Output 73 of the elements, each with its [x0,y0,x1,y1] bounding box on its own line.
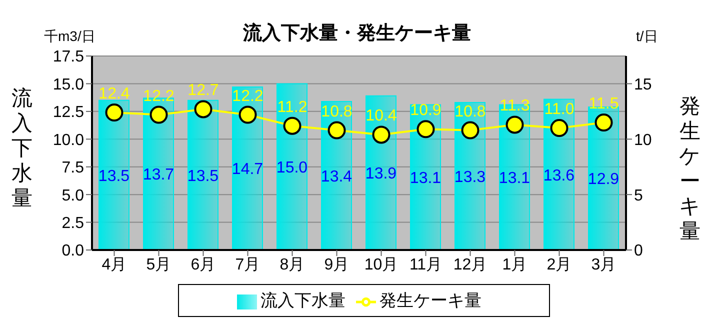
x-tick-label: 5月 [146,256,172,274]
x-tick-label: 3月 [591,256,616,274]
data-label: 12.4 [98,86,130,103]
y-tick-label: 17.5 [52,48,84,66]
chart-title: 流入下水量・発生ケーキ量 [243,23,471,44]
data-label: 13.9 [365,166,397,183]
point [550,119,568,138]
bar [98,100,130,250]
bar [232,86,263,250]
data-label: 11.2 [277,98,308,116]
data-label: 12.7 [188,82,219,100]
data-label: 13.5 [98,168,130,185]
text: 千m3/日 [44,28,96,46]
y-tick-label: 15.0 [52,76,84,94]
point [594,114,613,132]
data-label: 13.7 [142,166,174,184]
data-label: 13.1 [498,170,530,188]
data-label: 10.9 [410,102,442,120]
data-label: 10.8 [454,103,486,120]
bar [544,98,574,250]
y2-tick-label: 15 [634,76,652,94]
data-label: 14.7 [232,161,264,178]
x-tick-label: 10月 [364,256,398,274]
y2-tick-label: 5 [634,187,643,204]
point [105,104,124,122]
point [416,120,435,138]
y-tick-label: 0.0 [62,242,84,260]
data-label: 13.4 [320,168,352,186]
data-label: 13.5 [187,168,219,185]
bar [321,100,352,250]
data-label: 10.4 [366,108,397,125]
data-label: 13.6 [543,167,575,184]
bar [410,104,441,250]
point [506,116,524,134]
point [283,116,302,135]
bar [188,100,218,250]
data-label: 10.8 [321,103,352,120]
x-tick-label: 7月 [235,256,260,274]
point [150,106,168,124]
x-tick-label: 4月 [102,256,127,274]
point [372,126,390,144]
x-tick-label: 1月 [502,256,528,274]
point [238,106,257,124]
y-axis-title: 流入下水量 [10,86,34,211]
y-tick-label: 5.0 [62,187,84,204]
y-tick-label: 7.5 [62,160,84,177]
y2-tick-label: 10 [634,132,652,149]
y-tick-label: 12.5 [52,104,84,122]
x-tick-label: 11月 [409,256,442,274]
point [328,121,346,140]
y2-tick-label: 0 [634,242,643,260]
x-tick-label: 12月 [453,256,488,274]
data-label: 11.0 [544,101,574,118]
x-tick-label: 6月 [190,256,216,274]
bar [454,102,486,250]
point [461,121,480,140]
data-label: 12.9 [588,171,620,188]
data-label: 12.2 [232,88,264,105]
x-tick-label: 2月 [546,256,572,274]
text: t/日 [636,28,658,46]
y-tick-label: 10.0 [52,132,84,149]
y-tick-label: 2.5 [62,214,84,232]
bar [276,83,308,250]
data-label: 13.3 [454,168,486,186]
legend-label: 流入下水量 [260,291,346,310]
x-tick-label: 9月 [324,256,350,274]
y2-axis-title: 発生ケーキ量 [678,94,702,244]
point [194,100,212,118]
data-label: 13.1 [410,170,442,188]
data-label: 15.0 [276,160,308,177]
bar [366,95,396,250]
x-tick-label: 8月 [280,256,305,274]
legend-label: 発生ケーキ量 [380,291,482,310]
